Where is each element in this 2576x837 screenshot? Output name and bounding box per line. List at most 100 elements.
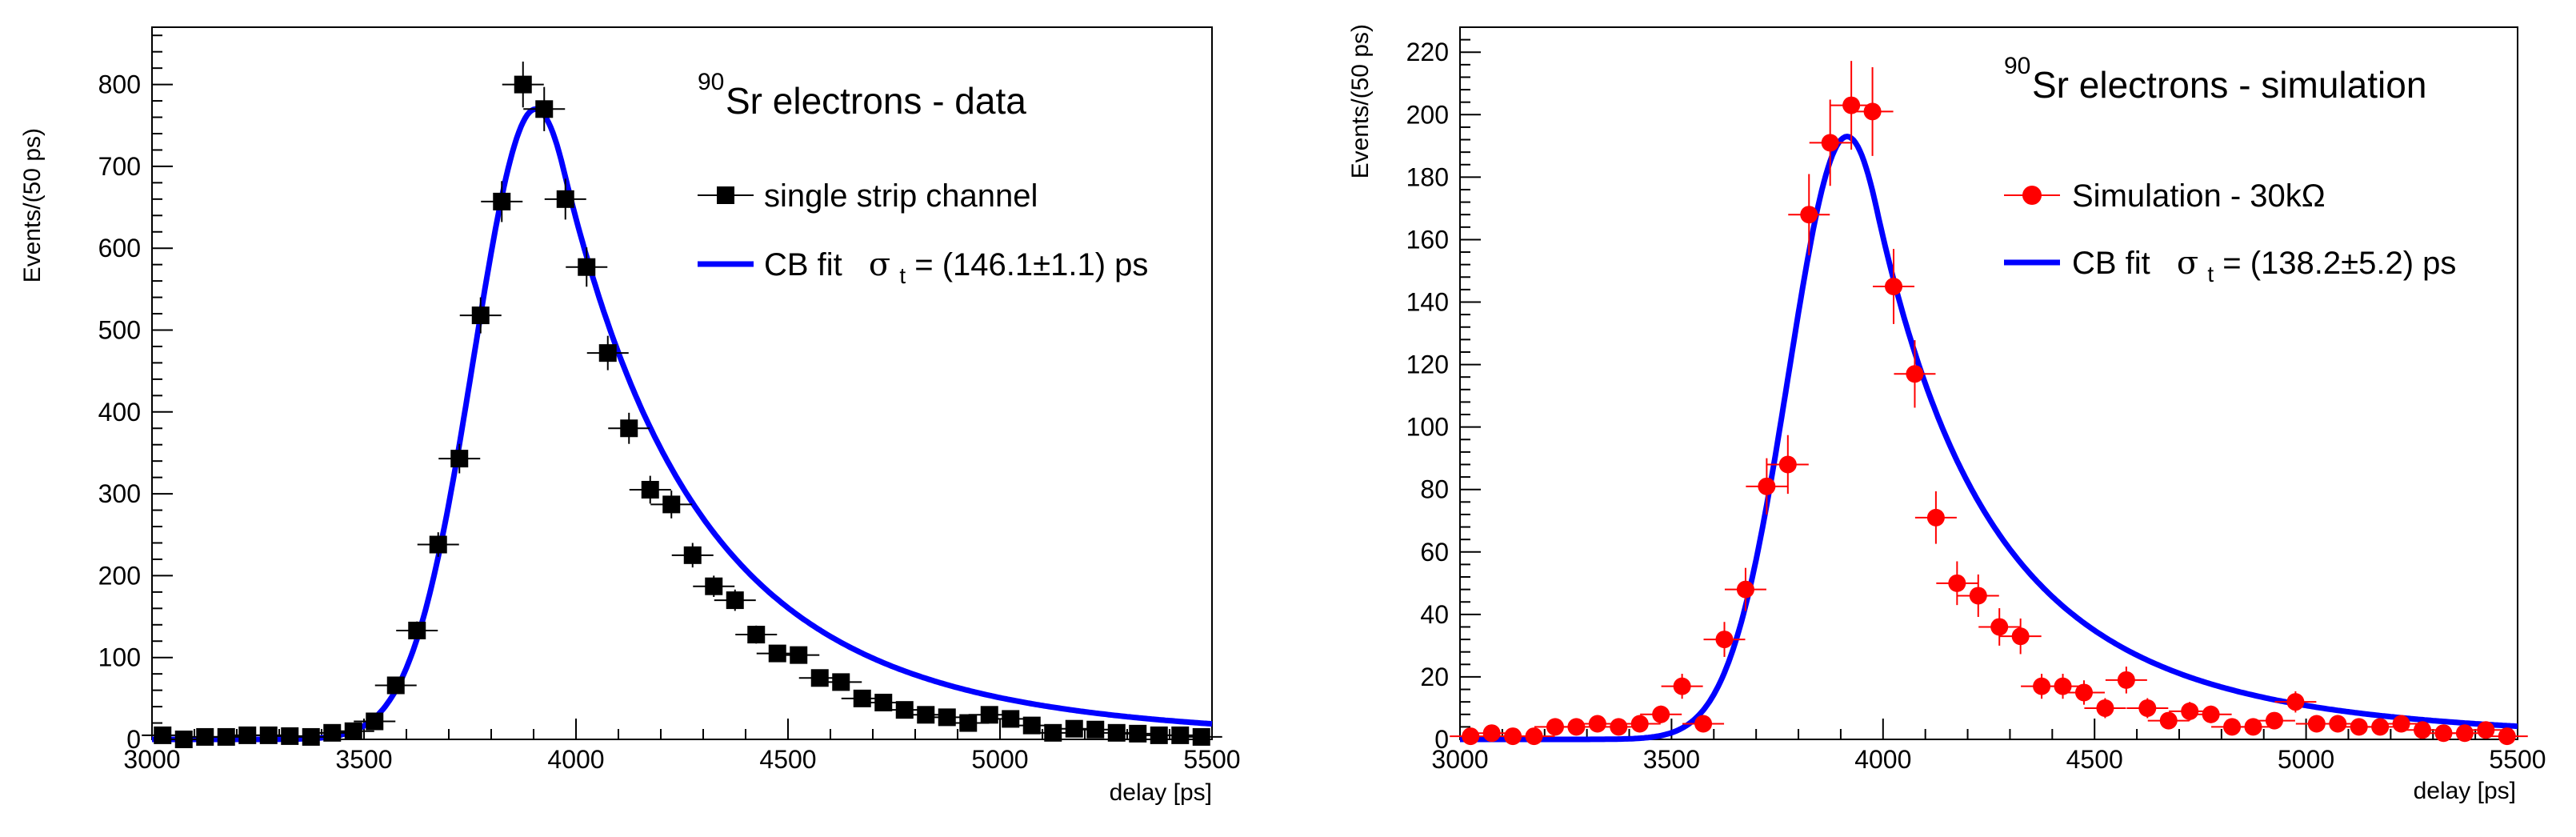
data-point: [1661, 674, 1703, 699]
square-marker: [726, 591, 744, 610]
circle-marker: [2202, 705, 2220, 723]
square-marker: [493, 192, 511, 210]
y-axis: 0 100 200 300 400 500 600 700 800: [98, 34, 173, 754]
data-point: [523, 86, 566, 131]
data-point: [1682, 715, 1725, 733]
x-tick-label: 4500: [759, 745, 816, 774]
data-point: [2084, 698, 2126, 719]
y-tick-label: 400: [98, 398, 141, 427]
circle-marker: [1758, 477, 1776, 495]
circle-marker: [2371, 718, 2390, 736]
circle-marker: [1630, 715, 1649, 733]
circle-marker: [1926, 508, 1945, 527]
square-marker: [366, 712, 384, 731]
y-tick-label: 200: [98, 561, 141, 590]
square-marker: [768, 644, 786, 663]
square-marker: [705, 577, 723, 595]
data-point: [2253, 711, 2295, 730]
data-point: [2486, 727, 2528, 746]
data-point: [1513, 727, 1555, 746]
circle-marker: [2350, 718, 2368, 736]
circle-marker: [2096, 699, 2114, 717]
legend-sigma-symbol: σ: [869, 246, 890, 283]
circle-marker: [1588, 715, 1606, 733]
square-marker: [620, 419, 638, 438]
data-point: [417, 532, 459, 557]
data-point: [629, 475, 671, 504]
data-point: [502, 61, 544, 108]
circle-marker: [1885, 277, 1903, 295]
circle-marker: [2286, 693, 2305, 711]
square-marker: [938, 708, 956, 727]
data-point: [756, 644, 798, 663]
square-marker: [1171, 726, 1190, 744]
circle-marker: [2074, 683, 2093, 702]
square-marker: [1150, 726, 1168, 744]
chart-title: 90 Sr electrons - data: [698, 69, 1026, 122]
x-tick-label: 3500: [1643, 745, 1700, 774]
x-tick-label: 5500: [2489, 745, 2546, 774]
legend-fit-text: CB fit σ t = (138.2±5.2) ps: [2072, 245, 2456, 289]
square-marker: [1192, 727, 1210, 746]
x-tick-label: 5000: [2278, 745, 2334, 774]
square-marker: [281, 727, 299, 745]
circle-marker: [2477, 721, 2495, 739]
data-point: [1914, 491, 1957, 544]
circle-marker: [1736, 580, 1754, 599]
data-point: [2338, 718, 2380, 736]
circle-marker: [1990, 618, 2009, 636]
data-point: [2105, 667, 2147, 694]
y-tick-label: 500: [98, 316, 141, 345]
square-marker: [154, 726, 172, 744]
circle-marker: [2033, 677, 2051, 695]
circle-marker: [1652, 705, 1670, 723]
square-marker: [641, 480, 659, 499]
legend-simulation-label: Simulation - 30kΩ: [2072, 178, 2326, 214]
square-marker: [238, 726, 257, 744]
circle-marker: [2392, 715, 2410, 733]
x-tick-label: 5000: [971, 745, 1028, 774]
chart-simulation-panel: 0 20 40 60 80 100 120 140 160 180 200 220 3000 3500 4…: [1347, 24, 2546, 804]
data-point: [714, 589, 756, 611]
data-point: [2465, 721, 2507, 739]
square-marker: [747, 626, 766, 644]
data-point: [1830, 61, 1873, 150]
data-point: [608, 412, 650, 444]
square-marker: [259, 726, 278, 744]
circle-marker: [2414, 721, 2432, 739]
circle-marker: [2307, 715, 2326, 733]
square-marker: [1022, 716, 1041, 735]
fit-curve-group: [1459, 134, 2518, 743]
circle-marker: [1546, 718, 1564, 736]
data-point: [820, 673, 862, 691]
circle-marker: [1694, 715, 1713, 733]
square-marker: [683, 546, 702, 564]
data-point: [1978, 608, 2021, 646]
square-marker: [514, 75, 532, 94]
square-marker: [980, 706, 998, 724]
square-marker: [790, 646, 808, 664]
legend-fit-label: CB fit: [2072, 246, 2150, 281]
legend-sigma-subscript: t: [899, 263, 906, 288]
circle-marker: [2455, 724, 2474, 743]
square-marker: [1065, 719, 1083, 738]
square-marker: [323, 723, 342, 742]
square-marker: [810, 669, 829, 687]
square-marker: [1044, 723, 1062, 742]
circle-marker: [2159, 711, 2178, 730]
y-tick-label: 220: [1406, 38, 1449, 66]
data-point: [2147, 711, 2190, 730]
circle-marker: [1567, 718, 1586, 736]
y-tick-label: 120: [1406, 350, 1449, 379]
title-superscript: 90: [698, 69, 724, 95]
data-point: [1766, 435, 1809, 495]
data-points-group: [1450, 61, 2528, 746]
square-marker: [386, 676, 405, 695]
y-tick-label: 100: [98, 643, 141, 672]
x-axis-label: delay [ps]: [2414, 778, 2516, 804]
data-point: [354, 712, 396, 731]
x-tick-label: 3500: [335, 745, 392, 774]
data-point: [735, 625, 778, 644]
square-marker: [895, 701, 914, 719]
